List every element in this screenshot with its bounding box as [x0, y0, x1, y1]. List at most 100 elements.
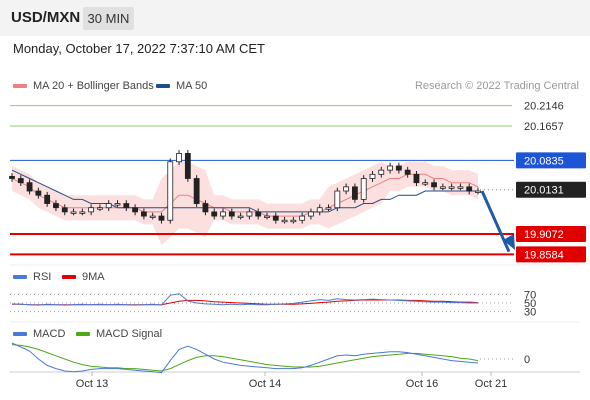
candle-body — [220, 211, 226, 217]
candle-body — [70, 211, 77, 214]
candle-body — [132, 207, 138, 213]
x-axis-label: Oct 14 — [249, 378, 281, 390]
candle-body — [26, 182, 33, 192]
candle-body — [369, 173, 376, 179]
candle-body — [457, 186, 464, 189]
candle-body — [290, 219, 297, 223]
candle-body — [149, 215, 156, 218]
current-price-tag — [516, 181, 586, 198]
candle-body — [88, 207, 95, 213]
candle-body — [140, 211, 147, 217]
candle-body — [97, 207, 103, 210]
x-axis-label: Oct 13 — [76, 378, 108, 390]
candle-body — [184, 153, 191, 179]
candle-body — [211, 211, 218, 217]
support-1-label: 19.9072 — [524, 229, 564, 241]
candle-body — [413, 173, 420, 184]
legend-rsi-ma: 9MA — [62, 271, 105, 283]
legend-macd-signal: MACD Signal — [76, 328, 162, 340]
legend-rsi: RSI — [13, 271, 51, 283]
candle-body — [167, 161, 174, 221]
timeframe-button[interactable]: 30 MIN — [83, 7, 134, 30]
candle-body — [343, 186, 350, 192]
legend-rsi-ma-label: 9MA — [82, 271, 105, 283]
pivot-label: 20.0835 — [524, 155, 564, 167]
candle-body — [422, 182, 429, 185]
legend-ma50-label: MA 50 — [176, 80, 208, 92]
candle-body — [360, 178, 367, 200]
candle-body — [281, 219, 288, 223]
pivot-tag — [516, 152, 586, 169]
candle-body — [35, 190, 42, 196]
candle-body — [158, 215, 165, 221]
candle-body — [404, 169, 411, 175]
macd-line — [11, 342, 479, 374]
research-credit: Research © 2022 Trading Central — [414, 80, 579, 92]
projection-arrow-head — [503, 234, 515, 250]
legend-ma20: MA 20 + Bollinger Bands — [13, 80, 154, 92]
rsi-swatch-icon — [13, 275, 27, 280]
candle-body — [475, 190, 481, 193]
candle-body — [17, 178, 24, 184]
rsi-tick-label: 70 — [524, 289, 536, 301]
candle-body — [237, 215, 244, 218]
support-1-tag — [516, 225, 586, 242]
rsi-tick-label: 50 — [524, 298, 536, 310]
ma50-swatch-icon — [156, 84, 170, 89]
rsi-line — [11, 293, 478, 306]
candle-body — [387, 165, 393, 171]
rsi-ma-swatch-icon — [62, 275, 76, 280]
candle-body — [228, 211, 235, 217]
projection-arrow — [480, 190, 511, 253]
candle-body — [439, 186, 446, 189]
candle-body — [53, 203, 59, 209]
timestamp-label: Monday, October 17, 2022 7:37:10 AM CET — [13, 41, 265, 56]
candle-body — [202, 203, 209, 213]
ma50-line — [11, 169, 478, 213]
candle-body — [316, 207, 323, 213]
candle-body — [105, 203, 112, 209]
support-2-tag — [516, 246, 586, 263]
candle-body — [378, 169, 385, 175]
candle-body — [431, 182, 437, 188]
candle-body — [246, 211, 253, 217]
candle-body — [123, 203, 130, 209]
current-price-label: 20.0131 — [524, 185, 564, 197]
legend-ma50: MA 50 — [156, 80, 207, 92]
candle-body — [325, 207, 332, 210]
legend-rsi-label: RSI — [33, 271, 52, 283]
currency-pair-title: USD/MXN — [11, 9, 81, 26]
candle-body — [466, 186, 473, 192]
candle-body — [176, 153, 182, 163]
candle-body — [352, 186, 358, 200]
x-axis-label: Oct 16 — [406, 378, 438, 390]
legend-ma20-label: MA 20 + Bollinger Bands — [33, 80, 154, 92]
macd-swatch-icon — [13, 332, 27, 337]
resistance-1-label: 20.1657 — [524, 121, 564, 133]
macd-tick-label: 0 — [524, 354, 530, 366]
candle-body — [44, 194, 51, 204]
support-2-label: 19.8584 — [524, 249, 564, 261]
candle-body — [395, 165, 402, 171]
macd-signal-swatch-icon — [76, 332, 90, 337]
legend-macd-signal-label: MACD Signal — [96, 328, 163, 340]
candle-body — [114, 203, 121, 206]
candle-body — [79, 211, 86, 214]
candle-body — [193, 178, 200, 204]
candle-body — [448, 186, 455, 189]
candle-body — [334, 190, 341, 209]
candle-body — [299, 215, 306, 221]
header-bar: USD/MXN 30 MIN — [0, 0, 590, 36]
candle-body — [61, 207, 68, 213]
resistance-2-label: 20.2146 — [524, 101, 564, 113]
candle-body — [9, 176, 15, 179]
legend-macd-label: MACD — [33, 328, 66, 340]
candle-body — [255, 211, 262, 217]
candle-body — [264, 215, 270, 218]
ma20-swatch-icon — [13, 84, 27, 89]
x-axis-label: Oct 21 — [475, 378, 507, 390]
candle-body — [308, 211, 314, 217]
candle-body — [272, 215, 279, 221]
